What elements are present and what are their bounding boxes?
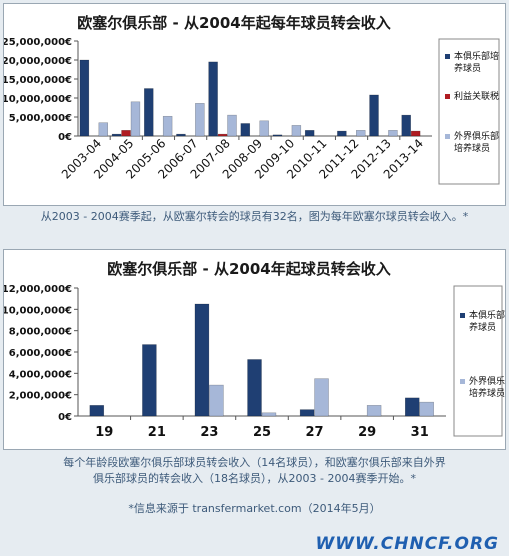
x-tick-label: 25 — [253, 425, 271, 440]
bar-external — [314, 378, 329, 417]
bar-home-grown — [272, 134, 283, 137]
legend-label: 培养球员 — [454, 142, 490, 154]
x-tick-label: 29 — [358, 425, 376, 440]
bar-external — [259, 120, 269, 137]
legend-swatch — [460, 379, 465, 384]
bar-external — [356, 130, 366, 137]
bar-home-grown — [240, 123, 251, 137]
source-note: *信息来源于 transfermarket.com（2014年5月） — [128, 502, 381, 515]
bar-home-grown — [144, 88, 154, 137]
bar-related-tax — [410, 130, 421, 137]
y-tick-label: 2,000,000€ — [9, 391, 72, 402]
bar-external — [366, 405, 382, 417]
bar-related-tax — [121, 130, 131, 137]
x-tick-label: 23 — [200, 425, 218, 440]
chart-legend: 本俱乐部培养球员外界俱乐部培养球员 — [453, 285, 505, 437]
bar-home-grown — [337, 130, 347, 137]
chart-title: 欧塞尔俱乐部 - 从2004年起球员转会收入 — [107, 260, 390, 278]
bar-external — [162, 115, 173, 137]
y-tick-label: 20,000,000€ — [4, 56, 72, 67]
bar-external — [130, 101, 141, 137]
yearly-transfer-income-chart: 欧塞尔俱乐部 - 从2004年起每年球员转会收入 25,000,000€ 20,00… — [4, 14, 500, 185]
bar-external — [195, 103, 205, 137]
y-tick-label: 12,000,000€ — [4, 284, 72, 295]
bar-external — [209, 384, 224, 417]
legend-frame — [453, 285, 503, 437]
y-tick-label: 0€ — [58, 412, 72, 423]
legend-label: 外界俱乐部 — [469, 375, 505, 387]
x-tick-label: 19 — [95, 425, 113, 440]
y-tick-label: 0€ — [58, 132, 72, 143]
legend-label: 养球员 — [469, 321, 496, 333]
y-tick-label: 5,000,000€ — [9, 113, 72, 124]
chart2-caption-line1: 每个年龄段欧塞尔俱乐部球员转会收入（14名球员），和欧塞尔俱乐部来自外界 — [63, 456, 446, 469]
chart2-caption-line2: 俱乐部球员的转会收入（18名球员），从2003 - 2004赛季开始。* — [93, 472, 416, 485]
bar-home-grown — [369, 94, 379, 137]
bar-external — [261, 412, 277, 417]
y-tick-label: 25,000,000€ — [4, 37, 72, 48]
legend-label: 外界俱乐部 — [454, 130, 499, 142]
bar-external — [98, 122, 109, 137]
bar-home-grown — [247, 359, 262, 417]
bar-external — [227, 114, 237, 137]
y-tick-label: 10,000,000€ — [4, 94, 72, 105]
legend-label: 本俱乐部培 — [454, 50, 499, 62]
legend-swatch — [445, 54, 450, 59]
bar-home-grown — [79, 59, 90, 137]
x-tick-label: 27 — [306, 425, 324, 440]
x-tick-label: 21 — [148, 425, 166, 440]
bar-home-grown — [111, 133, 122, 137]
bar-home-grown — [176, 133, 186, 137]
age-transfer-income-chart: 欧塞尔俱乐部 - 从2004年起球员转会收入 12,000,000€ 10,000,… — [4, 260, 505, 440]
legend-swatch — [445, 134, 450, 139]
y-tick-label: 4,000,000€ — [9, 369, 72, 380]
y-tick-label: 6,000,000€ — [9, 348, 72, 359]
legend-label: 利益关联税 — [454, 90, 499, 102]
legend-frame — [438, 38, 500, 185]
bar-external — [388, 130, 398, 137]
legend-label: 养球员 — [454, 62, 481, 74]
chart-panel-age: 欧塞尔俱乐部 - 从2004年起球员转会收入 12,000,000€ 10,000,… — [3, 249, 506, 450]
chart2-caption: 每个年龄段欧塞尔俱乐部球员转会收入（14名球员），和欧塞尔俱乐部来自外界 俱乐部… — [0, 455, 509, 487]
legend-swatch — [445, 94, 450, 99]
bar-home-grown — [208, 61, 218, 137]
bar-external — [291, 125, 302, 137]
bar-home-grown — [304, 130, 315, 137]
chart-title: 欧塞尔俱乐部 - 从2004年起每年球员转会收入 — [77, 14, 390, 32]
chart1-caption: 从2003 - 2004赛季起，从欧塞尔转会的球员有32名，图为每年欧塞尔球员转… — [40, 210, 469, 223]
y-tick-label: 15,000,000€ — [4, 75, 72, 86]
bar-home-grown — [194, 303, 210, 417]
bar-related-tax — [217, 133, 228, 137]
bar-home-grown — [142, 344, 157, 417]
bar-home-grown — [401, 114, 411, 137]
bar-home-grown — [405, 397, 420, 417]
watermark: WWW.CHNCF.ORG — [315, 534, 499, 554]
legend-swatch — [460, 313, 465, 318]
chart-panel-yearly: 欧塞尔俱乐部 - 从2004年起每年球员转会收入 25,000,000€ 20,00… — [3, 3, 506, 206]
bar-home-grown — [89, 405, 105, 417]
y-tick-label: 10,000,000€ — [4, 305, 72, 316]
bar-external — [419, 401, 434, 417]
legend-label: 本俱乐部培 — [469, 309, 505, 321]
x-tick-label: 31 — [411, 425, 429, 440]
bar-home-grown — [299, 409, 315, 417]
legend-label: 培养球员 — [469, 387, 505, 399]
y-tick-label: 8,000,000€ — [9, 327, 72, 338]
